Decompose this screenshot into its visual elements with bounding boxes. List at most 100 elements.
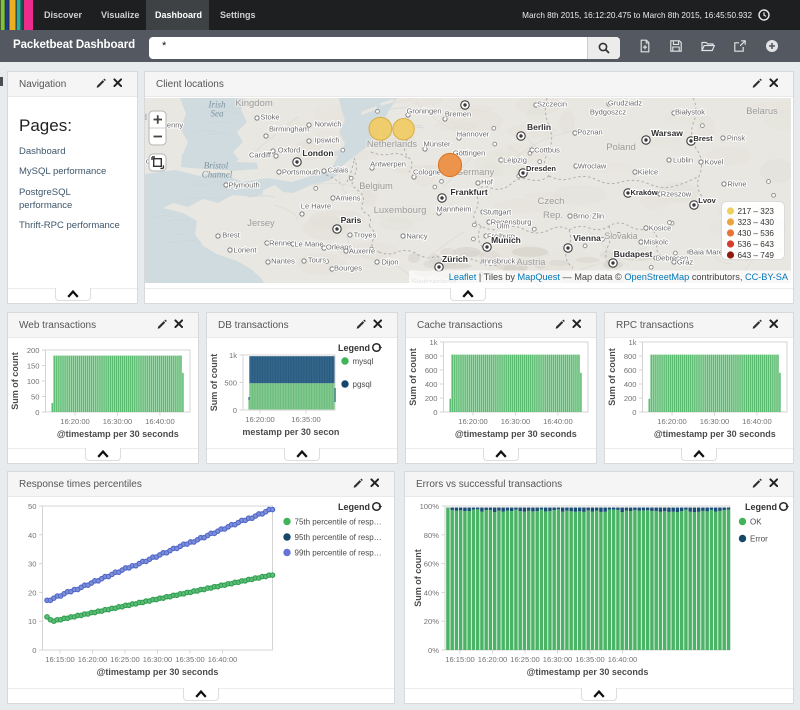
svg-text:Portsmouth: Portsmouth (282, 168, 320, 177)
svg-text:200: 200 (27, 346, 40, 355)
svg-text:16:40:00: 16:40:00 (208, 655, 238, 664)
svg-text:Jersey: Jersey (247, 218, 275, 228)
svg-text:50: 50 (28, 502, 36, 511)
svg-text:Nantes: Nantes (271, 257, 295, 266)
svg-text:Netherlands: Netherlands (367, 139, 417, 149)
svg-text:Kovel: Kovel (705, 158, 724, 167)
svg-text:643 – 749: 643 – 749 (738, 251, 775, 260)
svg-text:Auxerre: Auxerre (349, 247, 375, 256)
svg-text:Mannheim: Mannheim (436, 205, 471, 214)
svg-text:Antwerpen: Antwerpen (370, 160, 406, 169)
svg-text:800: 800 (624, 352, 637, 361)
svg-text:@timestamp per 30 seconds: @timestamp per 30 seconds (455, 429, 577, 439)
svg-text:Le Havre: Le Havre (301, 202, 331, 211)
svg-text:16:40:00: 16:40:00 (742, 417, 772, 426)
svg-text:Stuttgart: Stuttgart (483, 208, 512, 217)
svg-text:Cologne: Cologne (413, 168, 441, 177)
svg-text:Legend: Legend (338, 502, 370, 512)
svg-text:600: 600 (624, 366, 637, 375)
svg-text:16:30:00: 16:30:00 (501, 417, 531, 426)
svg-text:99th percentile of resp…: 99th percentile of resp… (295, 549, 382, 558)
svg-text:40: 40 (28, 531, 36, 540)
svg-text:Birmingham: Birmingham (269, 125, 309, 134)
svg-text:Amiens: Amiens (335, 194, 360, 203)
svg-text:16:30:00: 16:30:00 (143, 655, 173, 664)
svg-text:Plymouth: Plymouth (228, 181, 259, 190)
svg-text:Brest: Brest (693, 134, 713, 143)
svg-text:Grudziadz: Grudziadz (608, 99, 642, 108)
svg-text:Debrecen: Debrecen (656, 254, 689, 263)
svg-text:Warsaw: Warsaw (651, 128, 683, 138)
svg-text:95th percentile of resp…: 95th percentile of resp… (295, 533, 382, 542)
svg-text:London: London (302, 148, 333, 158)
svg-text:Ulm: Ulm (496, 222, 509, 231)
svg-text:Baia Mare: Baia Mare (689, 248, 723, 257)
svg-text:0: 0 (632, 408, 636, 417)
svg-text:Göttingen: Göttingen (453, 149, 486, 158)
svg-text:Sea: Sea (211, 109, 224, 119)
svg-text:Zürich: Zürich (442, 254, 468, 264)
svg-text:16:20:00: 16:20:00 (478, 655, 508, 664)
svg-text:Kingdom: Kingdom (235, 98, 273, 109)
svg-text:16:35:00: 16:35:00 (575, 655, 605, 664)
svg-text:40%: 40% (424, 588, 439, 597)
svg-text:323 – 430: 323 – 430 (738, 218, 775, 227)
svg-text:Legend: Legend (338, 343, 370, 353)
svg-text:200: 200 (425, 394, 438, 403)
svg-text:217 – 323: 217 – 323 (738, 207, 775, 216)
svg-text:16:25:00: 16:25:00 (510, 655, 540, 664)
svg-text:Error: Error (750, 535, 768, 544)
svg-text:500: 500 (224, 379, 237, 388)
svg-text:Hannover: Hannover (457, 130, 490, 139)
svg-text:16:25:00: 16:25:00 (110, 655, 140, 664)
svg-text:Munich: Munich (491, 235, 521, 245)
svg-text:16:20:00: 16:20:00 (657, 417, 687, 426)
svg-text:Innsbruck: Innsbruck (483, 257, 516, 266)
svg-text:Sum of count: Sum of count (209, 354, 219, 412)
svg-text:200: 200 (624, 394, 637, 403)
svg-text:600: 600 (425, 366, 438, 375)
svg-text:400: 400 (624, 380, 637, 389)
svg-text:Miskolc: Miskolc (643, 238, 668, 247)
svg-text:Berlin: Berlin (527, 122, 551, 132)
svg-text:pgsql: pgsql (353, 380, 372, 389)
svg-text:20: 20 (28, 588, 36, 597)
svg-text:16:30:00: 16:30:00 (543, 655, 573, 664)
svg-text:Norwich: Norwich (314, 120, 341, 129)
svg-text:Leaflet | Tiles by MapQuest —: Leaflet | Tiles by MapQuest — Map data ©… (449, 272, 789, 282)
svg-text:Münster: Münster (423, 140, 451, 149)
svg-text:Brno: Brno (573, 212, 589, 221)
svg-text:Kraków: Kraków (630, 188, 657, 197)
svg-text:Belgium: Belgium (359, 181, 393, 191)
svg-text:Irish: Irish (207, 100, 226, 110)
svg-text:Kilkenny: Kilkenny (155, 121, 184, 130)
svg-text:Orleans: Orleans (326, 243, 353, 252)
svg-text:430 – 536: 430 – 536 (738, 229, 775, 238)
svg-text:Paris: Paris (341, 215, 362, 225)
svg-text:OK: OK (750, 518, 762, 527)
svg-text:80%: 80% (424, 531, 439, 540)
svg-text:@timestamp per 30 seconds: @timestamp per 30 seconds (654, 429, 776, 439)
svg-text:@timestamp per 30 seconds: @timestamp per 30 seconds (527, 667, 649, 677)
svg-text:16:35:00: 16:35:00 (175, 655, 205, 664)
svg-text:Sum of count: Sum of count (607, 348, 617, 406)
svg-text:Hof: Hof (481, 178, 494, 187)
svg-text:30: 30 (28, 560, 36, 569)
svg-text:Tours: Tours (308, 256, 327, 265)
svg-text:Graz: Graz (677, 258, 694, 267)
svg-text:0: 0 (32, 646, 36, 655)
svg-text:16:15:00: 16:15:00 (45, 655, 75, 664)
svg-text:Rivne: Rivne (727, 180, 746, 189)
svg-text:0%: 0% (428, 646, 439, 655)
svg-text:16:15:00: 16:15:00 (445, 655, 475, 664)
svg-text:16:40:00: 16:40:00 (608, 655, 638, 664)
svg-text:Rep.: Rep. (543, 210, 563, 221)
svg-text:Bydgoszcz: Bydgoszcz (590, 108, 627, 117)
svg-text:75th percentile of resp…: 75th percentile of resp… (295, 518, 382, 527)
svg-text:Sum of count: Sum of count (413, 549, 423, 607)
svg-text:20%: 20% (424, 617, 439, 626)
svg-text:Cardiff: Cardiff (249, 151, 272, 160)
svg-text:100: 100 (27, 377, 40, 386)
svg-text:0: 0 (233, 406, 237, 415)
svg-text:@timestamp per 30 seconds: @timestamp per 30 seconds (57, 429, 179, 439)
